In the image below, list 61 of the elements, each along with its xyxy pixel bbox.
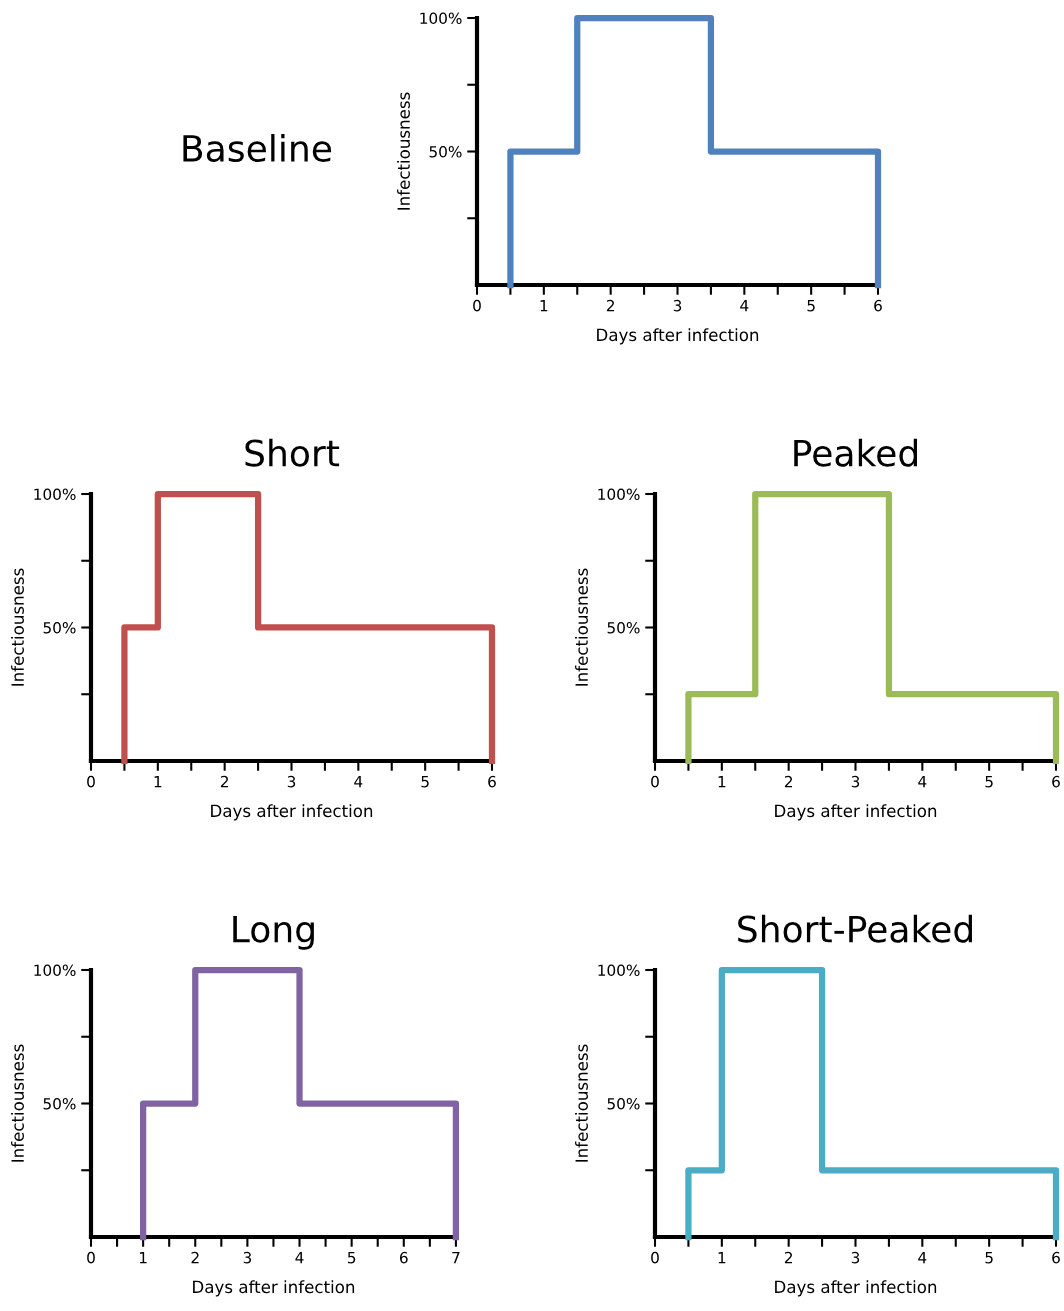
y-tick-label: 50% <box>43 1097 76 1110</box>
x-tick-label: 0 <box>651 775 659 788</box>
x-tick-label: 3 <box>287 775 296 788</box>
y-axis-title: Infectiousness <box>575 568 588 686</box>
x-tick-label: 4 <box>918 1252 927 1264</box>
y-axis-title: Infectiousness <box>575 1044 588 1162</box>
x-tick-label: 3 <box>851 1251 860 1264</box>
x-tick-label: 5 <box>421 776 429 788</box>
chart-title: Peaked <box>794 438 917 467</box>
x-tick-label: 6 <box>399 1251 408 1264</box>
x-tick-label: 2 <box>784 775 792 788</box>
x-tick-label: 4 <box>740 300 749 312</box>
x-tick-label: 1 <box>718 1252 726 1264</box>
chart-title: Short <box>245 438 340 467</box>
x-tick-label: 6 <box>488 775 496 788</box>
x-tick-label: 6 <box>1052 775 1060 788</box>
x-axis-title: Days after infection <box>775 1280 937 1297</box>
x-tick-label: 2 <box>220 775 228 788</box>
x-axis-title: Days after infection <box>597 328 759 345</box>
y-tick-label: 50% <box>429 145 462 158</box>
x-tick-label: 1 <box>154 776 162 788</box>
y-axis-title: Infectiousness <box>11 568 24 686</box>
x-tick-label: 0 <box>651 1251 659 1264</box>
x-tick-label: 7 <box>452 1252 460 1264</box>
y-tick-label: 50% <box>43 621 76 634</box>
x-axis-title: Days after infection <box>775 804 937 821</box>
x-axis-title: Days after infection <box>211 804 373 821</box>
x-axis-title: Days after infection <box>193 1280 355 1297</box>
x-tick-label: 5 <box>807 300 815 312</box>
x-tick-label: 5 <box>347 1252 356 1264</box>
x-tick-label: 4 <box>354 776 363 788</box>
x-tick-label: 4 <box>295 1252 304 1264</box>
x-tick-label: 6 <box>874 299 882 312</box>
x-tick-label: 2 <box>191 1251 199 1264</box>
y-tick-label: 100% <box>598 964 640 977</box>
y-axis-title: Infectiousness <box>397 92 410 210</box>
x-tick-label: 3 <box>243 1251 252 1264</box>
y-tick-label: 50% <box>607 1097 640 1110</box>
x-tick-label: 1 <box>139 1252 147 1264</box>
x-tick-label: 3 <box>851 775 860 788</box>
x-tick-label: 5 <box>985 776 993 788</box>
y-tick-label: 100% <box>598 488 640 501</box>
x-tick-label: 1 <box>718 776 726 788</box>
y-tick-label: 50% <box>607 621 640 634</box>
x-tick-label: 0 <box>87 1251 95 1264</box>
y-axis-title: Infectiousness <box>11 1044 24 1162</box>
x-tick-label: 1 <box>540 300 548 312</box>
y-tick-label: 100% <box>34 964 76 977</box>
y-tick-label: 100% <box>420 12 462 25</box>
y-tick-label: 100% <box>34 488 76 501</box>
chart-title: Long <box>233 915 314 950</box>
x-tick-label: 3 <box>673 299 682 312</box>
x-tick-label: 2 <box>784 1251 792 1264</box>
x-tick-label: 6 <box>1052 1251 1060 1264</box>
chart-title: Short-Peaked <box>738 914 972 943</box>
x-tick-label: 2 <box>606 299 614 312</box>
x-tick-label: 4 <box>918 776 927 788</box>
x-tick-label: 0 <box>87 775 95 788</box>
text: Baseline <box>183 134 332 162</box>
x-tick-label: 0 <box>473 299 481 312</box>
x-tick-label: 5 <box>985 1252 993 1264</box>
